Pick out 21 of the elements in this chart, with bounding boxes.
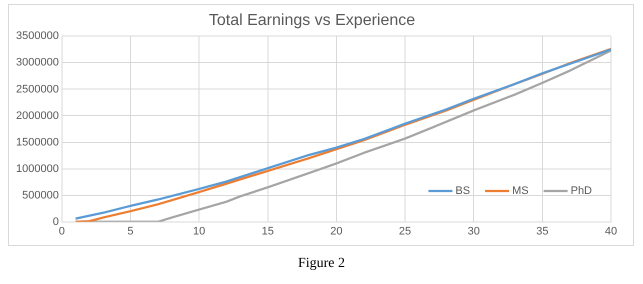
y-tick-label: 2500000: [16, 83, 59, 96]
y-tick-label: 3000000: [16, 56, 59, 69]
legend-label: MS: [512, 185, 529, 198]
x-tick-label: 15: [262, 225, 274, 238]
x-tick-label: 5: [127, 225, 134, 238]
x-tick-label: 25: [398, 225, 412, 238]
x-tick-label: 30: [468, 225, 480, 238]
x-tick-label: 40: [604, 225, 618, 238]
y-tick-label: 2000000: [16, 110, 59, 122]
y-tick-label: 0: [52, 216, 59, 228]
caption: Figure 2: [296, 256, 346, 272]
x-tick-label: 35: [536, 225, 548, 238]
y-tick-label: 500000: [22, 189, 59, 202]
y-tick-label: 1500000: [16, 136, 59, 148]
y-tick-label: 1000000: [16, 162, 59, 175]
x-tick-label: 20: [330, 225, 343, 238]
legend-label: PhD: [570, 185, 592, 198]
legend-label: BS: [455, 185, 470, 198]
y-tick-label: 3500000: [16, 30, 59, 42]
x-tick-label: 10: [192, 225, 206, 238]
chart-title: Total Earnings vs Experience: [208, 12, 416, 30]
